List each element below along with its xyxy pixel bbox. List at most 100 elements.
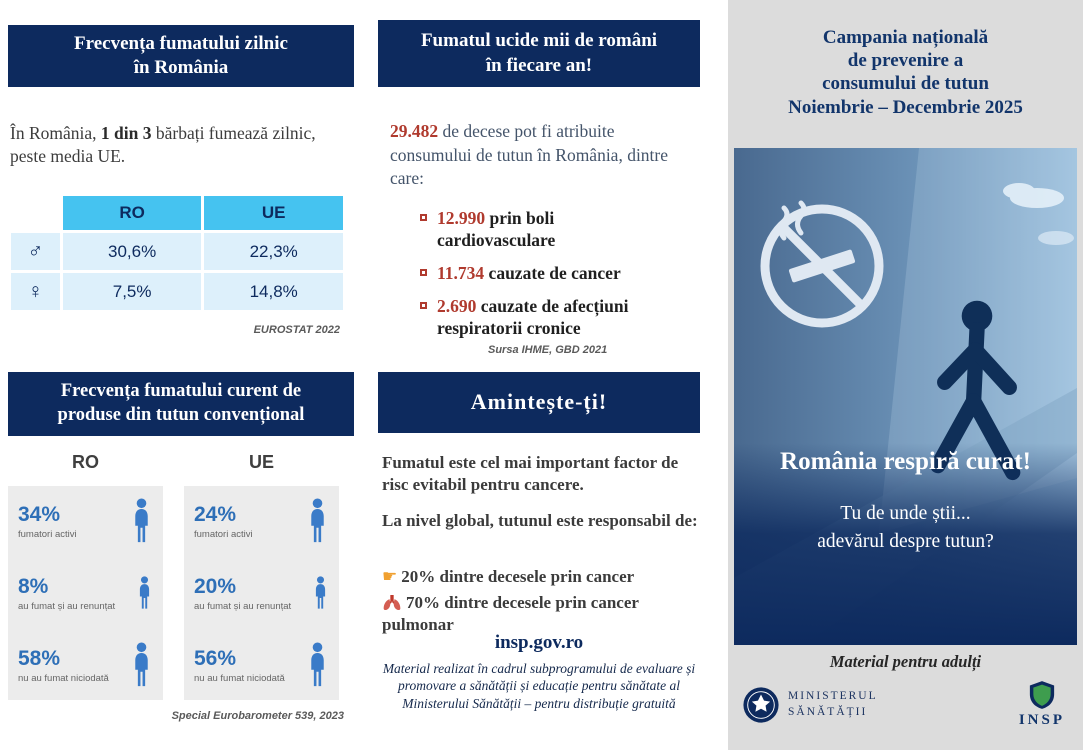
stat-label: fumatori activi bbox=[18, 528, 77, 540]
male-ro-value: 30,6% bbox=[59, 230, 205, 273]
person-icon bbox=[315, 576, 326, 609]
fact-lung-cancer: 70% dintre decesele prin cancer pulmonar bbox=[382, 592, 682, 636]
bullet-cardiovascular: 12.990 prin boli cardiovasculare bbox=[420, 208, 655, 252]
cover-scene bbox=[734, 148, 1077, 645]
ue-stats-box: 24% fumatori activi 20% au fumat și au r… bbox=[184, 486, 339, 700]
deaths-intro: 29.482 de decese pot fi atribuite consum… bbox=[390, 120, 685, 191]
current-smoking-title-line2: produse din tutun convențional bbox=[57, 405, 305, 425]
deaths-header: Fumatul ucide mii de români în fiecare a… bbox=[378, 20, 700, 87]
square-bullet-icon bbox=[420, 214, 427, 221]
remember-paragraph-1: Fumatul este cel mai important factor de… bbox=[382, 453, 679, 495]
stat-value: 56% bbox=[194, 646, 237, 670]
bullet-number: 12.990 bbox=[437, 208, 486, 228]
daily-smoking-title-line2: în România bbox=[133, 57, 229, 78]
romanian-government-emblem-icon bbox=[743, 686, 779, 723]
global-facts: ☛ 20% dintre decesele prin cancer 70% din… bbox=[382, 566, 682, 640]
ro-stat-never: 58% nu au fumat niciodată bbox=[18, 642, 153, 688]
lungs-icon bbox=[383, 595, 401, 611]
pointing-hand-icon: ☛ bbox=[382, 567, 398, 587]
person-icon bbox=[311, 642, 324, 687]
bullet-number: 2.690 bbox=[437, 295, 477, 316]
stat-label: au fumat și au renunțat bbox=[194, 600, 292, 612]
insp-shield-icon bbox=[1029, 681, 1055, 709]
website-url: insp.gov.ro bbox=[494, 632, 584, 653]
person-icon bbox=[135, 498, 148, 543]
campaign-title: Campania națională de prevenire a consum… bbox=[728, 26, 1083, 119]
dark-overlay bbox=[734, 443, 1077, 645]
female-ue-value: 14,8% bbox=[201, 270, 346, 313]
deaths-title-line2: în fiecare an! bbox=[485, 54, 593, 76]
ue-stat-active: 24% fumatori activi bbox=[194, 498, 329, 544]
stat-value: 20% bbox=[194, 574, 237, 598]
ue-stat-never: 56% nu au fumat niciodată bbox=[194, 642, 329, 688]
remember-header: Amintește-ți! bbox=[378, 372, 700, 433]
campaign-title-line1: Campania națională bbox=[822, 27, 989, 48]
campaign-slogan: România respiră curat! bbox=[780, 448, 1031, 475]
ro-stats-box: 34% fumatori activi 8% au fumat și au re… bbox=[8, 486, 163, 700]
bullet-text: prin boli cardiovasculare bbox=[437, 208, 556, 250]
current-smoking-header: Frecvența fumatului curent de produse di… bbox=[8, 372, 354, 436]
female-symbol: ♀ bbox=[8, 270, 63, 313]
daily-smoking-header: Frecvența fumatului zilnic în România bbox=[8, 25, 354, 87]
bullet-text: cauzate de afecțiuni respiratorii cronic… bbox=[437, 295, 629, 338]
stat-label: nu au fumat niciodată bbox=[194, 672, 285, 684]
distribution-disclaimer: Material realizat în cadrul subprogramul… bbox=[382, 661, 696, 711]
current-smoking-title-line1: Frecvența fumatului curent de bbox=[60, 381, 302, 402]
bullet-number: 11.734 bbox=[437, 262, 485, 283]
square-bullet-icon bbox=[420, 268, 427, 276]
bullet-text: cauzate de cancer bbox=[484, 262, 621, 283]
square-bullet-icon bbox=[420, 301, 427, 309]
source-eurostat: EUROSTAT 2022 bbox=[253, 324, 340, 336]
ministry-text-line1: MINISTERUL bbox=[788, 689, 878, 702]
source-eurobarometer: Special Eurobarometer 539, 2023 bbox=[171, 710, 344, 722]
daily-smoking-title-line1: Frecvența fumatului zilnic bbox=[74, 32, 288, 54]
stat-value: 34% bbox=[18, 502, 61, 526]
remember-title: Amintește-ți! bbox=[470, 389, 608, 415]
stat-label: au fumat și au renunțat bbox=[18, 600, 116, 612]
male-symbol: ♂ bbox=[8, 230, 63, 273]
stat-label: fumatori activi bbox=[194, 528, 253, 540]
stat-value: 58% bbox=[18, 646, 61, 670]
ro-stat-quit: 8% au fumat și au renunțat bbox=[18, 575, 153, 612]
female-ro-value: 7,5% bbox=[59, 270, 205, 313]
fact-cancer: ☛ 20% dintre decesele prin cancer bbox=[382, 566, 682, 588]
panel-deaths: Fumatul ucide mii de români în fiecare a… bbox=[378, 0, 700, 750]
daily-smoking-intro: În România, 1 din 3 bărbați fumează ziln… bbox=[10, 122, 344, 168]
person-icon bbox=[311, 498, 324, 543]
deaths-total: 29.482 bbox=[390, 121, 439, 141]
ro-stat-active: 34% fumatori activi bbox=[18, 498, 153, 544]
daily-smoking-table: RO UE ♂ 30,6% 22,3% ♀ 7,5% 14,8% bbox=[8, 193, 346, 313]
table-header-ue: UE bbox=[201, 193, 346, 233]
intro-highlight: 1 din 3 bbox=[100, 123, 152, 143]
audience-note: Material pentru adulți bbox=[829, 652, 982, 671]
deaths-title-line1: Fumatul ucide mii de români bbox=[420, 30, 658, 52]
campaign-title-line4: Noiembrie – Decembrie 2025 bbox=[788, 96, 1023, 118]
campaign-title-line3: consumului de tutun bbox=[822, 73, 989, 95]
bullet-cancer: 11.734 cauzate de cancer bbox=[420, 263, 655, 285]
campaign-question-line1: Tu de unde știi... bbox=[840, 503, 971, 524]
intro-part1: În România, bbox=[10, 123, 101, 143]
logos-row: MINISTERUL SĂNĂTĂȚII INSP bbox=[728, 680, 1083, 729]
insp-text: INSP bbox=[1018, 712, 1065, 728]
fact-cancer-text: 20% dintre decesele prin cancer bbox=[401, 567, 635, 586]
ro-column-label: RO bbox=[72, 452, 99, 472]
no-smoking-icon bbox=[760, 200, 884, 328]
cover-illustration: România respiră curat! Tu de unde știi..… bbox=[734, 148, 1077, 645]
panel-daily-smoking: Frecvența fumatului zilnic în România În… bbox=[8, 0, 360, 750]
campaign-question-line2: adevărul despre tutun? bbox=[817, 531, 994, 553]
remember-paragraph-2: La nivel global, tutunul este responsabi… bbox=[382, 511, 698, 530]
insp-logo: INSP bbox=[1019, 680, 1065, 729]
stat-value: 24% bbox=[194, 502, 237, 526]
ministry-text-line2: SĂNĂTĂȚII bbox=[788, 705, 868, 718]
ue-column-label: UE bbox=[248, 452, 274, 472]
table-corner-cell bbox=[8, 193, 63, 233]
male-ue-value: 22,3% bbox=[201, 230, 346, 273]
bullet-respiratory: 2.690 cauzate de afecțiuni respiratorii … bbox=[420, 296, 655, 340]
cover-panel: Campania națională de prevenire a consum… bbox=[728, 0, 1083, 750]
person-icon bbox=[139, 576, 150, 609]
ue-stat-quit: 20% au fumat și au renunțat bbox=[194, 575, 329, 612]
fact-lung-cancer-text: 70% dintre decesele prin cancer pulmonar bbox=[382, 593, 639, 635]
campaign-title-line2: de prevenire a bbox=[847, 50, 964, 72]
deaths-breakdown-list: 12.990 prin boli cardiovasculare 11.734 … bbox=[420, 208, 655, 350]
